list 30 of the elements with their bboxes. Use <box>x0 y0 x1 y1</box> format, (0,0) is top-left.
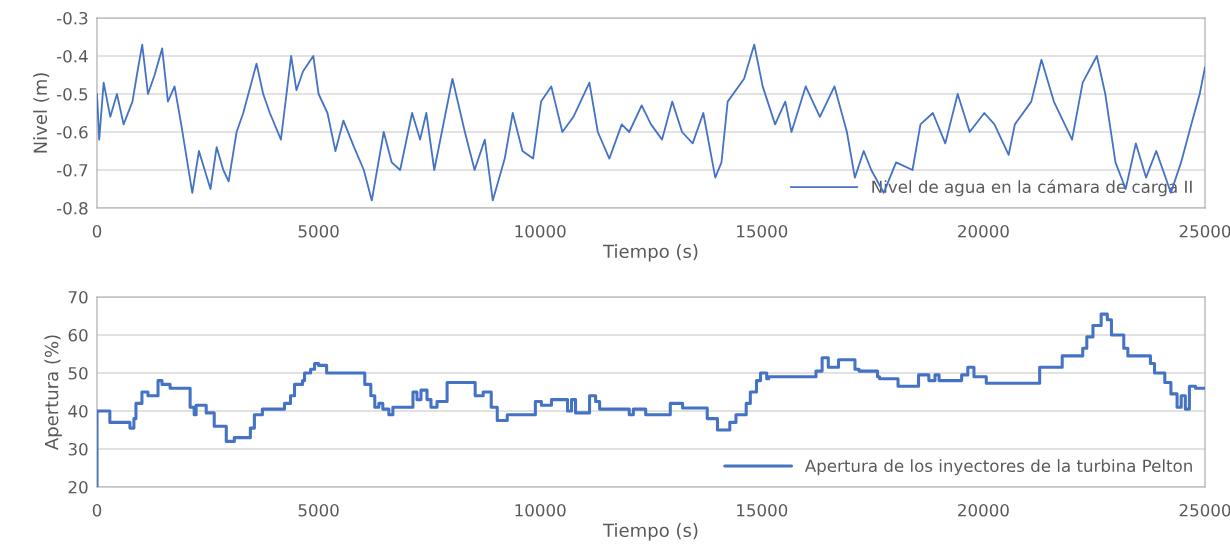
x-tick-label: 25000 <box>1179 503 1230 517</box>
y-tick-label: 40 <box>68 404 88 418</box>
legend-label: Apertura de los inyectores de la turbina Pelton <box>804 459 1192 476</box>
y-tick-label: 60 <box>68 328 88 342</box>
y-tick-label: -0.8 <box>56 201 88 215</box>
y-tick-label: 70 <box>68 290 88 304</box>
y-tick-label: -0.3 <box>56 11 88 25</box>
x-tick-label: 20000 <box>958 224 1009 238</box>
line-series <box>97 43 1205 202</box>
x-tick-label: 15000 <box>737 503 788 517</box>
x-tick-label: 10000 <box>515 503 566 517</box>
y-axis-title: Nivel (m) <box>33 73 50 153</box>
x-tick-label: 0 <box>92 224 102 238</box>
x-tick-label: 20000 <box>958 503 1009 517</box>
y-tick-label: 30 <box>68 442 88 456</box>
x-tick-label: 15000 <box>737 224 788 238</box>
y-tick-label: 20 <box>68 480 88 494</box>
y-tick-label: -0.7 <box>56 163 88 177</box>
x-tick-label: 10000 <box>515 224 566 238</box>
x-axis-title: Tiempo (s) <box>602 523 698 541</box>
x-tick-label: 25000 <box>1179 224 1230 238</box>
x-axis-title: Tiempo (s) <box>602 244 698 262</box>
y-tick-label: -0.4 <box>56 49 88 63</box>
y-axis-title: Apertura (%) <box>44 335 62 451</box>
y-tick-label: -0.5 <box>56 87 88 101</box>
y-tick-label: 50 <box>68 366 88 380</box>
x-tick-label: 5000 <box>298 224 339 238</box>
y-tick-label: -0.6 <box>56 125 88 139</box>
x-tick-label: 5000 <box>298 503 339 517</box>
x-tick-label: 0 <box>92 503 102 517</box>
